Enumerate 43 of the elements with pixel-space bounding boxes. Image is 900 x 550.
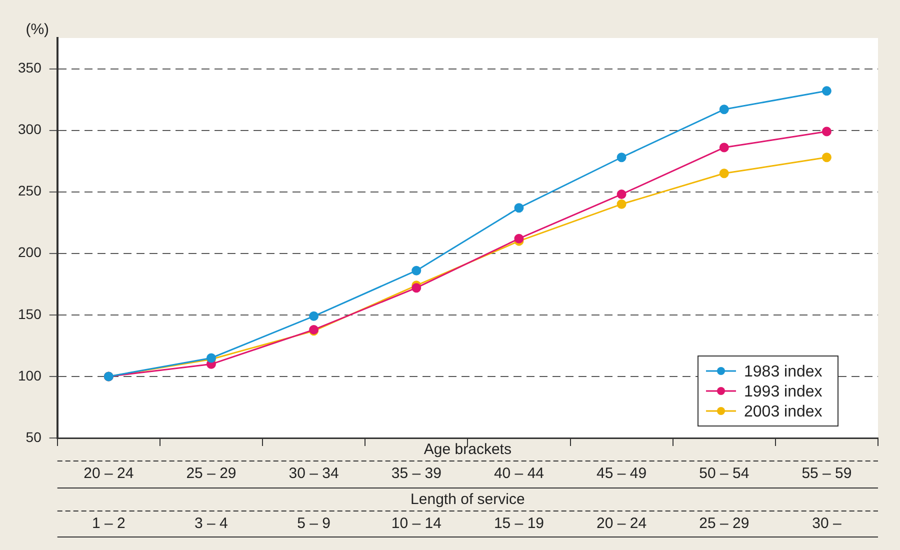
y-tick-label: 150 bbox=[18, 306, 42, 322]
x-tick-label: 50 – 54 bbox=[699, 465, 750, 482]
x-tick-label: 20 – 24 bbox=[84, 465, 134, 482]
text: 1 – 2 bbox=[92, 515, 126, 532]
point bbox=[616, 152, 626, 162]
point bbox=[822, 152, 832, 162]
text: 25 – 29 bbox=[699, 515, 750, 532]
point bbox=[616, 199, 626, 209]
point bbox=[514, 234, 524, 244]
text: 10 – 14 bbox=[391, 515, 442, 532]
point bbox=[514, 203, 524, 213]
point bbox=[822, 126, 832, 136]
text: Length of service bbox=[410, 491, 525, 508]
text: 15 – 19 bbox=[494, 515, 544, 532]
x-tick-label: 35 – 39 bbox=[391, 465, 442, 482]
y-tick-label: 50 bbox=[26, 428, 42, 445]
point bbox=[309, 311, 319, 321]
point bbox=[412, 283, 422, 293]
text: 3 – 4 bbox=[194, 515, 228, 532]
x-tick-label: 30 – 34 bbox=[288, 465, 339, 482]
text: 30 – bbox=[812, 515, 842, 532]
x-axis-title: Age brackets bbox=[424, 441, 512, 458]
text: 5 – 9 bbox=[297, 515, 330, 532]
point bbox=[719, 142, 729, 152]
y-tick-label: 200 bbox=[18, 244, 42, 260]
y-tick-label: 300 bbox=[18, 121, 42, 138]
legend-label: 1993 index bbox=[744, 383, 822, 400]
x-tick-label: 40 – 44 bbox=[494, 465, 544, 482]
legend-label: 1983 index bbox=[744, 363, 822, 380]
y-axis-title: (%) bbox=[26, 21, 50, 38]
y-tick-label: 100 bbox=[18, 367, 42, 384]
point bbox=[822, 86, 832, 96]
x-tick-label: 25 – 29 bbox=[186, 465, 236, 482]
y-tick-label: 350 bbox=[18, 60, 42, 76]
y-tick-label: 250 bbox=[18, 182, 42, 199]
x-tick-label: 55 – 59 bbox=[802, 465, 852, 482]
text: 20 – 24 bbox=[596, 515, 647, 532]
x-tick-label: 45 – 49 bbox=[596, 465, 647, 482]
point bbox=[412, 266, 422, 276]
point bbox=[719, 104, 729, 114]
legend-label: 2003 index bbox=[744, 403, 822, 420]
point bbox=[616, 190, 626, 200]
point bbox=[719, 168, 729, 178]
